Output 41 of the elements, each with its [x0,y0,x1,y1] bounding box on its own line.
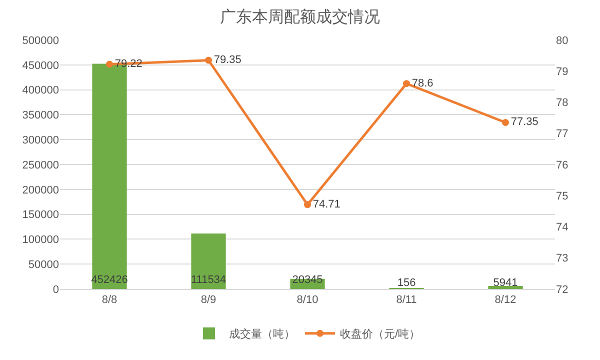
bar [488,286,523,289]
data-label: 156 [397,277,416,289]
y2-tick-label: 80 [556,34,568,47]
x-tick-label: 8/12 [494,294,516,306]
y2-tick-label: 75 [556,190,568,202]
y2-tick-label: 78 [556,97,568,110]
y-tick-label: 350000 [22,110,59,122]
y2-tick-label: 73 [556,252,568,265]
y-tick-label: 0 [52,284,59,296]
y-tick-label: 150000 [22,209,59,222]
y-tick-label: 450000 [22,60,59,72]
y2-tick-label: 76 [556,159,568,172]
point [502,118,509,126]
data-label: 77.35 [510,116,538,128]
data-label: 5941 [493,277,518,289]
y-tick-label: 100000 [22,234,59,246]
y-tick-label: 250000 [22,159,59,172]
y2-tick-label: 77 [556,128,568,140]
x-tick-label: 8/10 [296,294,318,306]
y-tick-label: 300000 [22,134,59,146]
chart-title: 广东本周配额成交情况 [220,8,380,26]
x-tick-label: 8/9 [200,294,216,306]
data-label: 78.6 [412,77,434,90]
y-tick-label: 200000 [22,184,59,196]
y2-tick-label: 72 [556,284,568,296]
data-label: 74.71 [312,198,340,210]
point [403,80,410,88]
legend-label: 成交量（吨） [229,328,295,341]
x-tick-label: 8/8 [102,294,118,306]
y-tick-label: 400000 [22,84,59,97]
point [106,60,113,68]
y2-tick-label: 79 [556,66,568,78]
data-label: 79.35 [214,54,242,66]
point [205,56,212,64]
legend-label: 收盘价（元/吨） [340,328,420,341]
data-label: 79.22 [114,58,142,70]
x-tick-label: 8/11 [396,294,417,306]
y-tick-label: 50000 [28,258,59,271]
y-tick-label: 500000 [22,34,59,47]
y2-tick-label: 74 [556,222,568,234]
point [304,201,311,208]
